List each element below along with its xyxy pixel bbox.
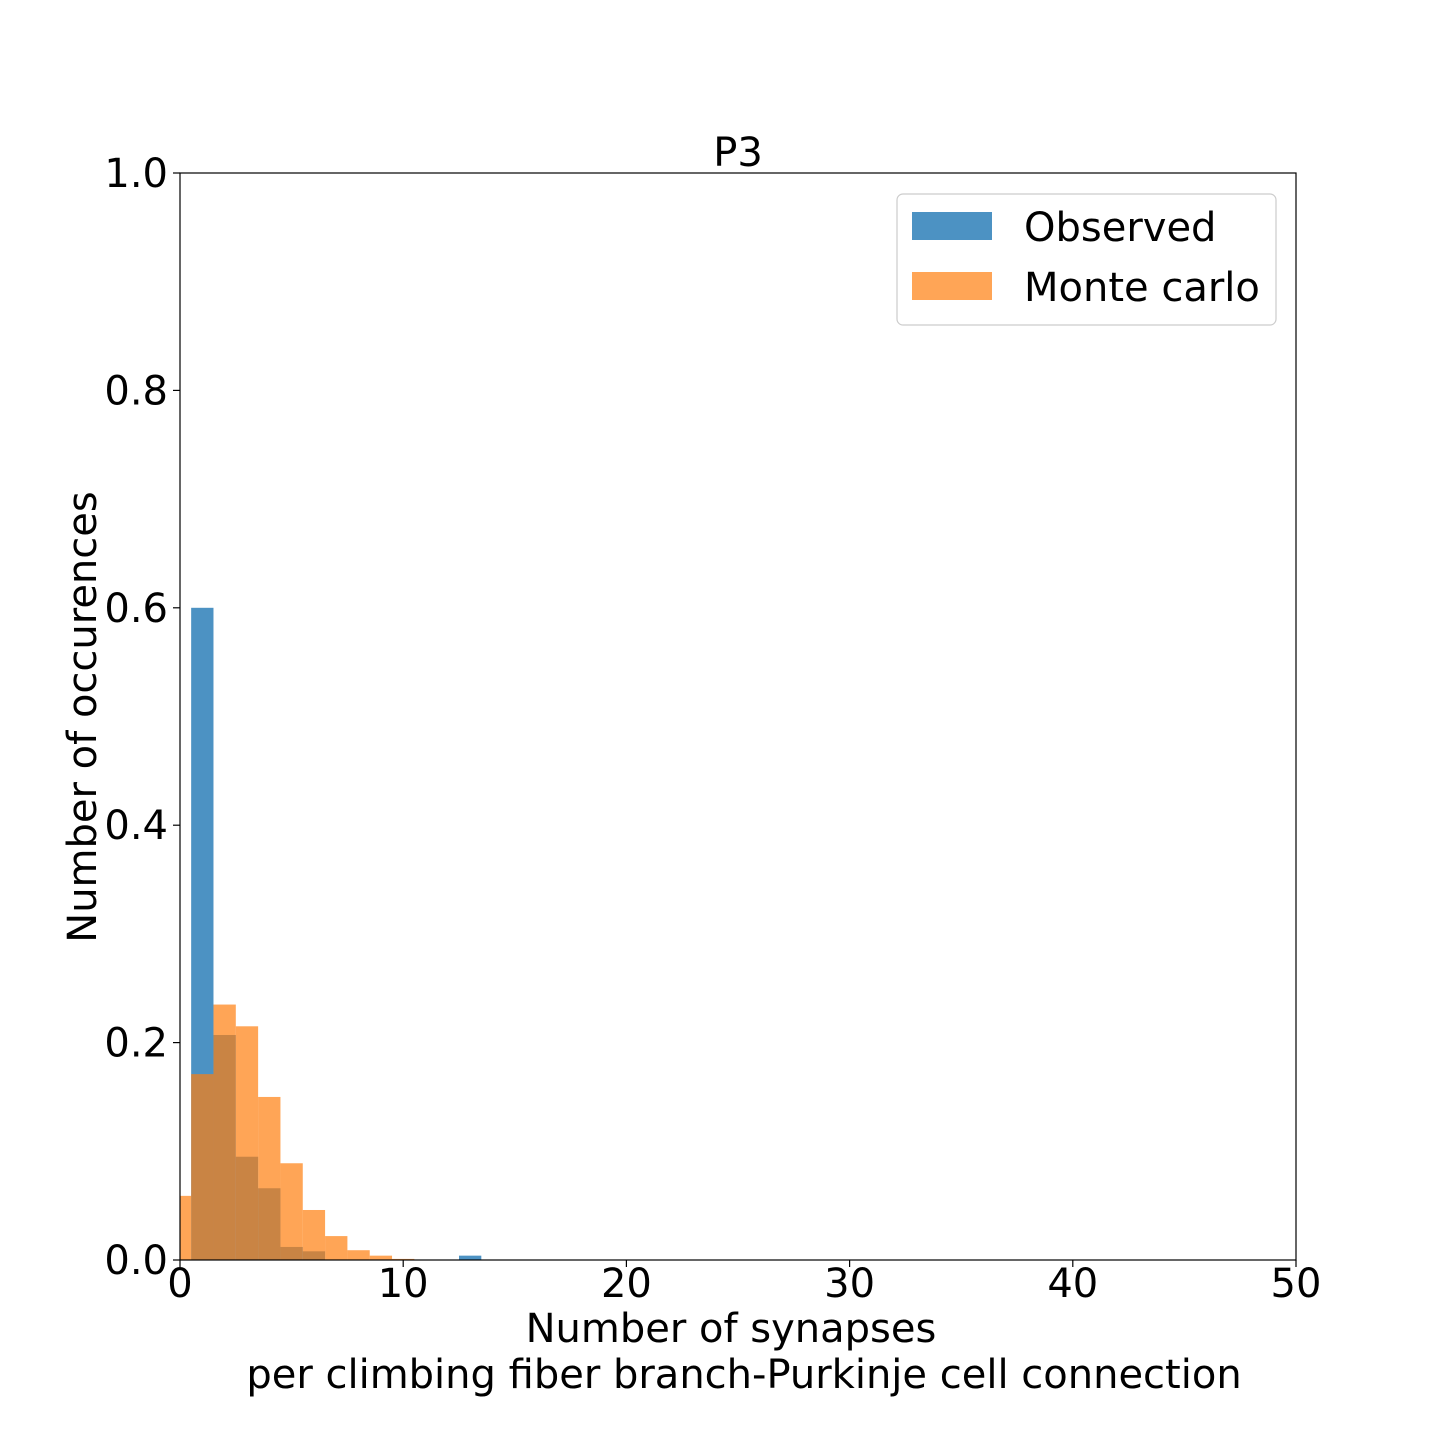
x-tick-label-5: 50 [1271,1261,1322,1307]
x-tick-label-2: 20 [601,1261,652,1307]
y-tick-label-1: 0.2 [104,1021,168,1067]
monte-carlo-bar-9 [369,1255,393,1260]
x-axis-label-line1: Number of synapses [526,1306,937,1352]
monte-carlo-bars [180,1004,415,1260]
x-axis-label-line2: per climbing fiber branch-Purkinje cell … [246,1352,1241,1398]
x-tick-label-0: 0 [167,1261,192,1307]
monte-carlo-bar-2 [213,1004,236,1260]
legend-label-monte-carlo: Monte carlo [1024,265,1260,311]
legend: Observed Monte carlo [896,193,1277,326]
monte-carlo-bar-6 [302,1209,326,1260]
monte-carlo-bar-3 [235,1026,259,1260]
y-tick-label-3: 0.6 [104,586,168,632]
monte-carlo-bar-4 [258,1096,281,1260]
y-tick-label-5: 1.0 [104,151,168,197]
x-tick-label-3: 30 [824,1261,875,1307]
x-tick-label-4: 40 [1047,1261,1098,1307]
observed-bar-6 [459,1255,482,1260]
legend-label-observed: Observed [1024,205,1216,251]
monte-carlo-bar-5 [280,1163,303,1260]
x-axis-ticks: 0 10 20 30 40 50 [167,1260,1321,1307]
y-tick-label-2: 0.4 [104,803,168,849]
y-axis-label: Number of occurences [60,491,106,942]
y-tick-label-0: 0.0 [104,1238,168,1284]
legend-swatch-monte-carlo [912,272,992,300]
legend-swatch-observed [912,212,992,240]
monte-carlo-bar-7 [325,1236,348,1260]
chart-title: P3 [713,130,763,176]
x-tick-label-1: 10 [378,1261,429,1307]
monte-carlo-bar-8 [347,1250,370,1260]
y-tick-label-4: 0.8 [104,368,168,414]
y-axis-ticks: 0.0 0.2 0.4 0.6 0.8 1.0 [104,151,180,1284]
monte-carlo-bar-1 [191,1074,214,1260]
monte-carlo-bar-0 [180,1195,192,1260]
plot-frame [179,172,1297,1261]
